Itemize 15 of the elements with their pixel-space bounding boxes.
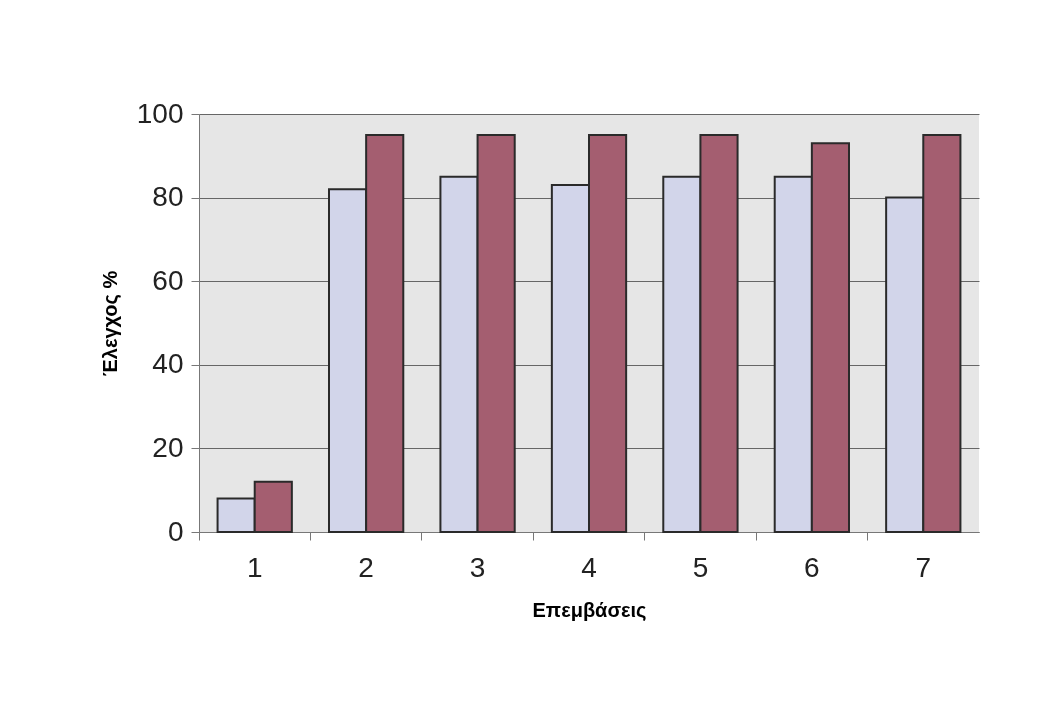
x-tick-label: 5 [692, 551, 709, 583]
y-tick-label: 80 [152, 181, 184, 213]
y-tick-label: 0 [167, 515, 184, 547]
y-tick-label: 20 [152, 431, 184, 463]
x-tick-label: 3 [469, 551, 486, 583]
y-tick-label: 100 [136, 97, 184, 129]
y-tick-label: 60 [152, 264, 184, 296]
y-axis-title: Έλεγχος % [98, 270, 121, 377]
x-tick-label: 4 [581, 551, 597, 583]
x-axis-title: Επεμβάσεις [532, 598, 647, 621]
x-tick-label: 1 [246, 551, 263, 583]
x-tick-label: 7 [915, 551, 932, 583]
x-tick-label: 2 [358, 551, 374, 583]
y-tick-label: 40 [152, 348, 184, 380]
x-tick-label: 6 [804, 551, 820, 583]
